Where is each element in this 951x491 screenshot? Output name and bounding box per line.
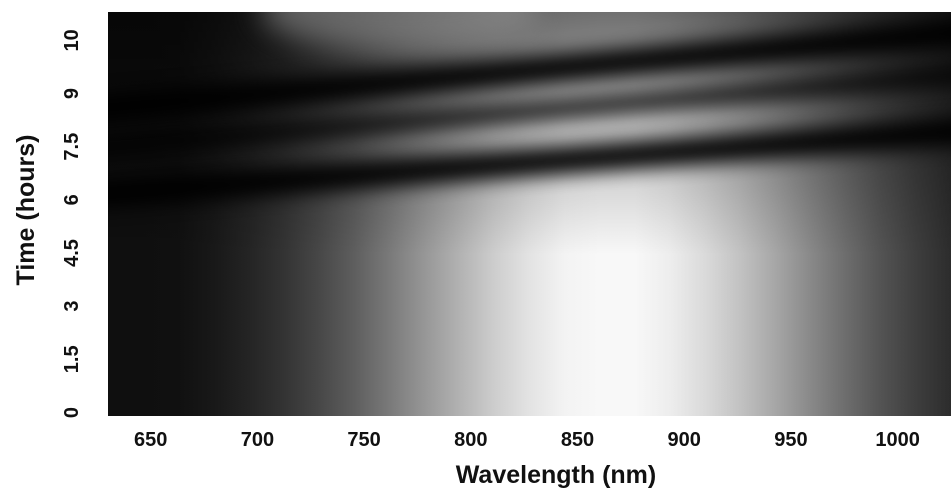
y-tick-label: 6 xyxy=(61,194,83,205)
y-tick-label: 9 xyxy=(61,88,83,99)
x-tick-label: 950 xyxy=(774,429,807,451)
x-tick-label: 1000 xyxy=(875,429,920,451)
y-axis-ticks: 0 1.5 3 4.5 6 7.5 9 10 xyxy=(61,29,83,418)
x-tick-label: 800 xyxy=(454,429,487,451)
x-tick-label: 750 xyxy=(347,429,380,451)
y-axis-label: Time (hours) xyxy=(12,135,40,286)
x-tick-label: 700 xyxy=(241,429,274,451)
y-tick-label: 3 xyxy=(61,301,83,312)
y-tick-label: 1.5 xyxy=(61,345,83,373)
y-tick-label: 7.5 xyxy=(61,133,83,161)
x-tick-label: 850 xyxy=(561,429,594,451)
x-axis-label: Wavelength (nm) xyxy=(456,461,656,489)
dark-band-2 xyxy=(108,66,951,156)
dark-band-3 xyxy=(108,19,951,122)
y-tick-label: 0 xyxy=(61,407,83,418)
dark-band-1 xyxy=(108,117,951,208)
heatmap-plot-area xyxy=(108,12,951,416)
y-tick-label: 4.5 xyxy=(61,239,83,267)
heatmap-dark-bands xyxy=(108,19,951,208)
y-tick-label: 10 xyxy=(61,29,83,51)
x-tick-label: 900 xyxy=(668,429,701,451)
heatmap-top-glow xyxy=(260,12,540,50)
x-tick-label: 650 xyxy=(134,429,167,451)
x-axis-ticks: 650 700 750 800 850 900 950 1000 xyxy=(134,429,920,451)
